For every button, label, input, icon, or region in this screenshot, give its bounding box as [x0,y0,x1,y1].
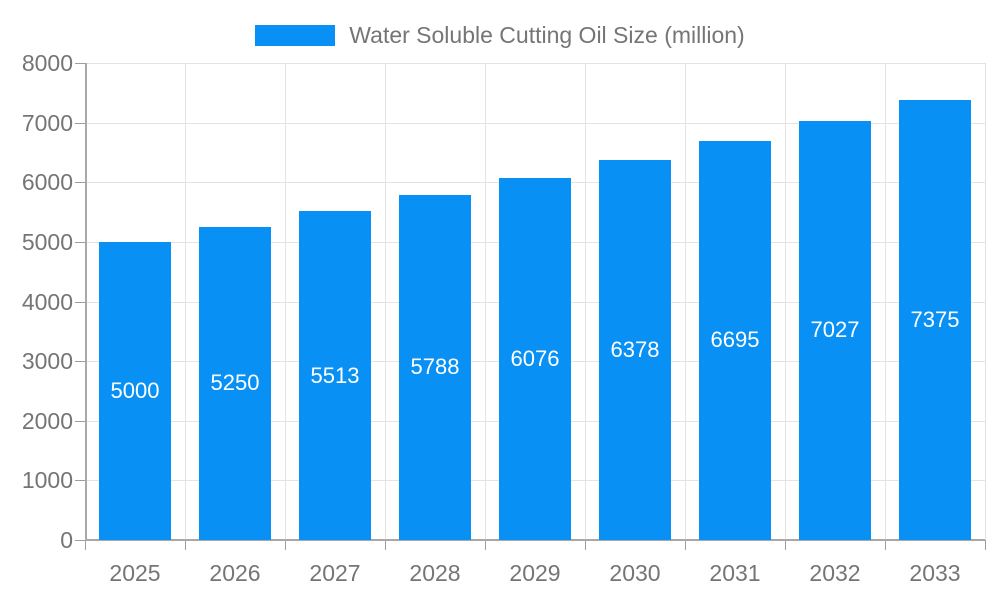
bar-value-label: 5788 [410,354,460,380]
x-axis-tick [385,540,386,550]
bar-2030: 6378 [599,159,671,540]
x-axis-tick [485,540,486,550]
y-tick-label: 6000 [21,169,73,196]
y-tick-label: 5000 [21,228,73,255]
y-axis-tick [75,182,85,184]
x-tick-label: 2026 [209,560,261,586]
x-tick-label: 2031 [709,560,761,586]
x-axis-tick [885,540,886,550]
x-axis-tick [685,540,686,550]
x-axis-line [85,539,985,541]
gridline-horizontal [85,63,985,64]
bar-2027: 5513 [299,211,371,540]
gridline-vertical [685,63,686,540]
y-tick-label: 1000 [21,467,73,494]
y-tick-label: 3000 [21,348,73,375]
y-axis-tick [75,241,85,243]
bar-value-label: 5000 [110,377,160,403]
bar-value-label: 7375 [910,307,960,333]
x-tick-label: 2025 [109,560,161,586]
gridline-vertical [285,63,286,540]
x-axis-tick [185,540,186,550]
gridline-vertical [185,63,186,540]
bar-value-label: 6378 [610,336,660,362]
bar-2026: 5250 [199,226,271,540]
legend-label: Water Soluble Cutting Oil Size (million) [349,22,745,48]
y-axis-tick [75,480,85,482]
y-tick-label: 8000 [21,50,73,76]
y-axis-tick [75,420,85,422]
bar-2033: 7375 [899,100,971,540]
x-axis-tick [985,540,986,550]
x-tick-label: 2028 [409,560,461,586]
x-tick-label: 2029 [509,560,561,586]
y-tick-label: 7000 [21,109,73,136]
bar-value-label: 5513 [310,362,360,388]
x-axis-tick [85,540,86,550]
y-tick-label: 4000 [21,288,73,315]
x-tick-label: 2032 [809,560,861,586]
gridline-vertical [385,63,386,540]
bar-2029: 6076 [499,177,571,540]
bar-2032: 7027 [799,121,871,540]
x-tick-label: 2027 [309,560,361,586]
y-axis-tick [75,301,85,303]
plot-area: 5000 5250 5513 5788 6076 6378 6695 7027 7375 [75,63,986,550]
y-axis-tick [75,361,85,363]
y-axis-tick [75,122,85,124]
y-tick-label: 0 [60,527,73,553]
bar-2025: 5000 [99,241,171,540]
x-axis-tick [785,540,786,550]
gridline-vertical [585,63,586,540]
x-tick-label: 2030 [609,560,661,586]
y-tick-label: 2000 [21,407,73,434]
gridline-vertical [985,63,986,540]
bar-value-label: 5250 [210,370,260,396]
legend-swatch [255,25,336,46]
chart-legend: Water Soluble Cutting Oil Size (million) [0,22,1000,49]
y-axis-line [85,63,87,540]
bar-2028: 5788 [399,194,471,540]
bar-value-label: 6076 [510,345,560,371]
y-axis-tick [75,63,85,64]
gridline-vertical [485,63,486,540]
gridline-horizontal [85,122,985,124]
y-axis-tick [75,540,85,541]
bar-value-label: 7027 [810,317,860,343]
x-tick-label: 2033 [909,560,961,586]
bar-2031: 6695 [699,140,771,540]
gridline-vertical [785,63,786,540]
x-axis-tick [285,540,286,550]
gridline-vertical [885,63,886,540]
x-axis-tick [585,540,586,550]
bar-value-label: 6695 [710,327,760,353]
